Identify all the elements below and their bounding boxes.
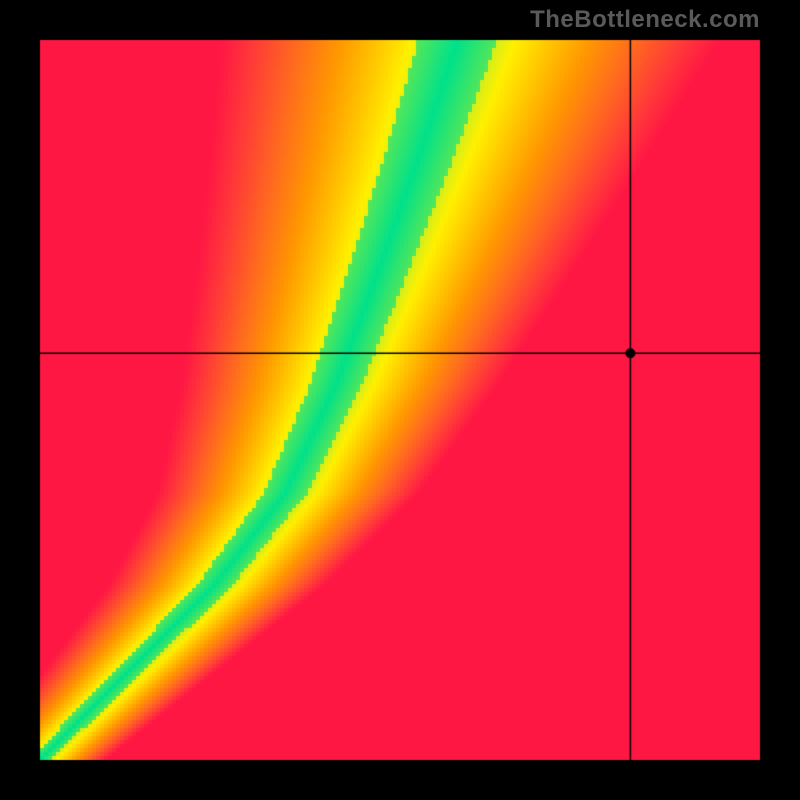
bottleneck-heatmap bbox=[0, 0, 800, 800]
attribution-text: TheBottleneck.com bbox=[530, 6, 760, 34]
